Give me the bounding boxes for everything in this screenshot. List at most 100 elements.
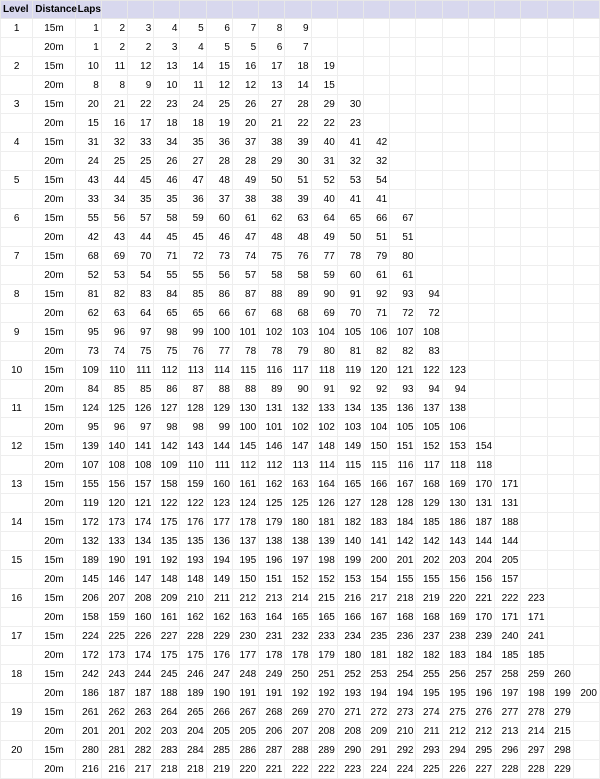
lap-cell: 216 [101, 760, 127, 779]
lap-cell: 74 [101, 342, 127, 361]
lap-cell: 222 [285, 760, 311, 779]
lap-cell: 210 [390, 722, 416, 741]
lap-cell: 62 [259, 209, 285, 228]
table-header-cell: Laps [75, 1, 101, 19]
lap-cell: 173 [101, 513, 127, 532]
lap-cell: 107 [75, 456, 101, 475]
lap-cell: 26 [232, 95, 258, 114]
distance-cell: 20m [33, 608, 75, 627]
lap-cell [521, 228, 547, 247]
lap-cell: 68 [259, 304, 285, 323]
lap-cell [442, 285, 468, 304]
lap-cell: 209 [154, 589, 180, 608]
lap-cell [521, 247, 547, 266]
lap-cell: 54 [128, 266, 154, 285]
lap-cell: 12 [232, 76, 258, 95]
lap-cell: 289 [311, 741, 337, 760]
lap-cell: 274 [416, 703, 442, 722]
lap-cell: 119 [337, 361, 363, 380]
lap-cell [573, 380, 599, 399]
lap-cell: 161 [154, 608, 180, 627]
lap-cell: 264 [154, 703, 180, 722]
lap-cell: 172 [75, 646, 101, 665]
lap-cell [521, 551, 547, 570]
distance-cell: 20m [33, 760, 75, 779]
lap-cell: 213 [259, 589, 285, 608]
table-row: 115m123456789 [1, 19, 600, 38]
lap-cell: 160 [128, 608, 154, 627]
lap-cell: 53 [337, 171, 363, 190]
lap-cell: 156 [442, 570, 468, 589]
lap-cell: 225 [416, 760, 442, 779]
lap-cell [468, 418, 494, 437]
lap-cell: 157 [495, 570, 521, 589]
lap-cell: 127 [154, 399, 180, 418]
lap-cell: 81 [75, 285, 101, 304]
lap-cell: 255 [416, 665, 442, 684]
lap-cell: 167 [390, 475, 416, 494]
lap-cell: 165 [337, 475, 363, 494]
lap-cell [495, 152, 521, 171]
lap-cell: 99 [206, 418, 232, 437]
lap-cell: 225 [101, 627, 127, 646]
lap-cell [442, 133, 468, 152]
distance-cell: 15m [33, 703, 75, 722]
distance-cell: 20m [33, 304, 75, 323]
lap-cell [468, 57, 494, 76]
lap-cell: 25 [206, 95, 232, 114]
lap-cell [573, 665, 599, 684]
lap-cell [390, 57, 416, 76]
lap-cell [468, 95, 494, 114]
lap-cell: 287 [259, 741, 285, 760]
lap-cell: 65 [337, 209, 363, 228]
lap-cell [547, 551, 573, 570]
lap-cell [521, 190, 547, 209]
lap-cell: 96 [101, 418, 127, 437]
lap-cell: 198 [311, 551, 337, 570]
lap-cell: 125 [101, 399, 127, 418]
lap-cell: 42 [75, 228, 101, 247]
distance-cell: 15m [33, 551, 75, 570]
lap-cell: 64 [311, 209, 337, 228]
lap-cell [311, 38, 337, 57]
table-row: 20m122345567 [1, 38, 600, 57]
level-cell: 20 [1, 741, 33, 760]
lap-cell [468, 152, 494, 171]
lap-cell: 231 [259, 627, 285, 646]
lap-cell [416, 19, 442, 38]
lap-cell [547, 228, 573, 247]
lap-cell: 162 [206, 608, 232, 627]
lap-cell: 77 [311, 247, 337, 266]
lap-cell [495, 418, 521, 437]
lap-cell: 41 [337, 190, 363, 209]
lap-cell: 235 [364, 627, 390, 646]
lap-cell: 183 [442, 646, 468, 665]
lap-cell: 66 [364, 209, 390, 228]
lap-cell [573, 190, 599, 209]
lap-cell: 16 [232, 57, 258, 76]
lap-cell: 68 [285, 304, 311, 323]
lap-cell: 89 [285, 285, 311, 304]
level-cell: 5 [1, 171, 33, 190]
lap-cell: 132 [285, 399, 311, 418]
lap-cell [416, 247, 442, 266]
lap-cell: 170 [468, 475, 494, 494]
lap-cell: 198 [521, 684, 547, 703]
lap-cell [521, 475, 547, 494]
lap-cell: 44 [101, 171, 127, 190]
lap-cell: 175 [180, 646, 206, 665]
lap-cell: 94 [416, 380, 442, 399]
lap-cell: 116 [259, 361, 285, 380]
lap-cell: 27 [180, 152, 206, 171]
lap-cell: 185 [495, 646, 521, 665]
lap-cell: 180 [285, 513, 311, 532]
lap-cell: 109 [154, 456, 180, 475]
lap-cell: 220 [232, 760, 258, 779]
lap-cell: 29 [311, 95, 337, 114]
lap-cell: 141 [128, 437, 154, 456]
lap-cell: 275 [442, 703, 468, 722]
lap-cell: 104 [364, 418, 390, 437]
lap-cell: 218 [390, 589, 416, 608]
lap-cell [442, 95, 468, 114]
lap-cell: 114 [311, 456, 337, 475]
